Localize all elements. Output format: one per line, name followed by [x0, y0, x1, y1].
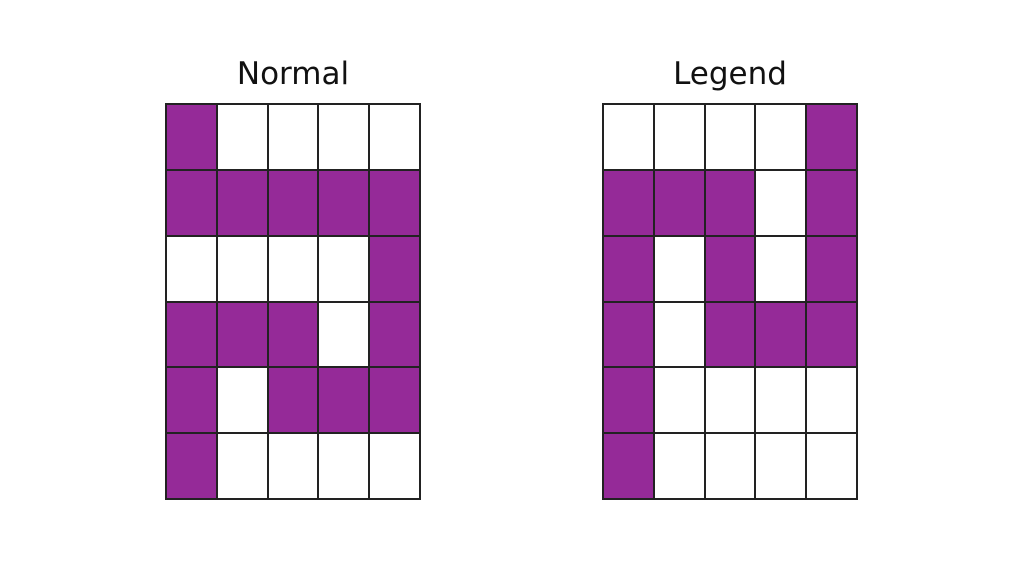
- filled-cell: [704, 301, 756, 368]
- empty-cell: [755, 104, 807, 170]
- filled-cell: [806, 235, 857, 302]
- empty-cell: [603, 104, 654, 170]
- empty-cell: [369, 104, 420, 170]
- empty-cell: [318, 301, 370, 368]
- empty-cell: [267, 235, 319, 302]
- empty-cell: [216, 104, 268, 170]
- empty-cell: [806, 367, 857, 434]
- filled-cell: [603, 169, 654, 236]
- filled-cell: [755, 301, 807, 368]
- filled-cell: [603, 235, 654, 302]
- filled-cell: [369, 235, 420, 302]
- empty-cell: [216, 235, 268, 302]
- filled-cell: [603, 301, 654, 368]
- empty-cell: [704, 367, 756, 434]
- empty-cell: [653, 433, 705, 499]
- filled-cell: [806, 169, 857, 236]
- normal-title: Normal: [236, 56, 350, 92]
- empty-cell: [369, 433, 420, 499]
- filled-cell: [216, 301, 268, 368]
- filled-cell: [267, 169, 319, 236]
- filled-cell: [166, 433, 217, 499]
- filled-cell: [166, 169, 217, 236]
- filled-cell: [318, 169, 370, 236]
- empty-cell: [216, 367, 268, 434]
- filled-cell: [318, 367, 370, 434]
- empty-cell: [653, 301, 705, 368]
- filled-cell: [166, 301, 217, 368]
- empty-cell: [318, 433, 370, 499]
- normal-grid: [165, 103, 421, 500]
- filled-cell: [267, 367, 319, 434]
- filled-cell: [603, 433, 654, 499]
- empty-cell: [166, 235, 217, 302]
- filled-cell: [369, 169, 420, 236]
- empty-cell: [653, 367, 705, 434]
- empty-cell: [267, 104, 319, 170]
- filled-cell: [369, 301, 420, 368]
- filled-cell: [806, 301, 857, 368]
- empty-cell: [653, 235, 705, 302]
- filled-cell: [704, 235, 756, 302]
- empty-cell: [755, 433, 807, 499]
- empty-cell: [755, 235, 807, 302]
- filled-cell: [166, 104, 217, 170]
- empty-cell: [806, 433, 857, 499]
- legend-grid: [602, 103, 858, 500]
- filled-cell: [653, 169, 705, 236]
- empty-cell: [318, 104, 370, 170]
- filled-cell: [704, 169, 756, 236]
- filled-cell: [166, 367, 217, 434]
- filled-cell: [369, 367, 420, 434]
- legend-title: Legend: [673, 56, 787, 92]
- empty-cell: [755, 367, 807, 434]
- empty-cell: [653, 104, 705, 170]
- filled-cell: [267, 301, 319, 368]
- filled-cell: [603, 367, 654, 434]
- empty-cell: [267, 433, 319, 499]
- empty-cell: [318, 235, 370, 302]
- filled-cell: [806, 104, 857, 170]
- empty-cell: [755, 169, 807, 236]
- empty-cell: [704, 104, 756, 170]
- filled-cell: [216, 169, 268, 236]
- empty-cell: [704, 433, 756, 499]
- empty-cell: [216, 433, 268, 499]
